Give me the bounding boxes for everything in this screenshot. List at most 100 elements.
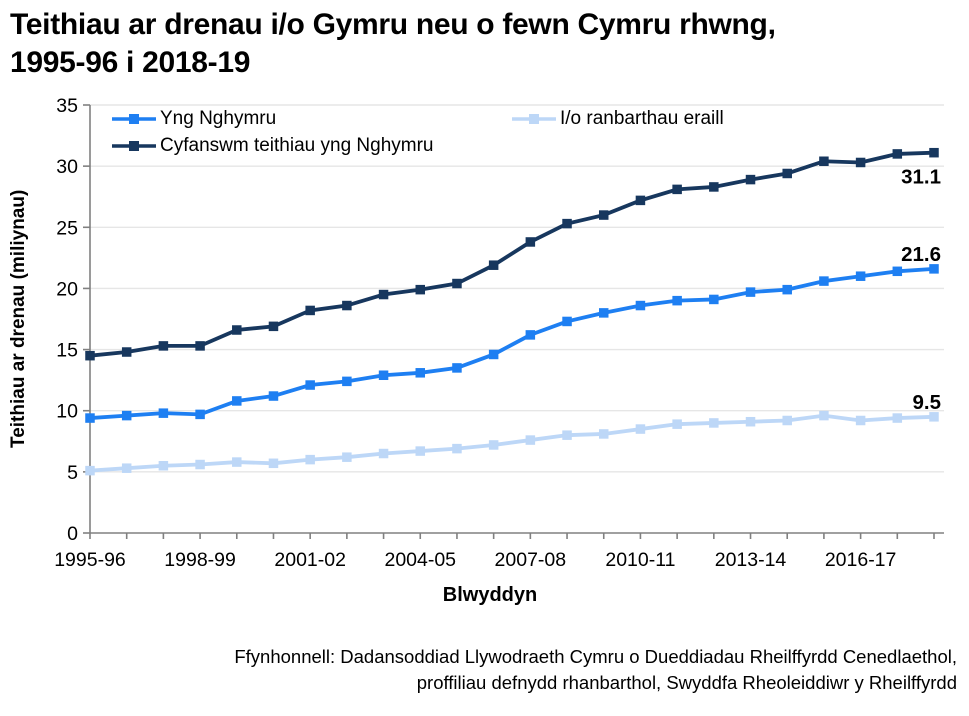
chart-title-line1: Teithiau ar drenau i/o Gymru neu o fewn …: [10, 8, 776, 41]
data-point-marker: [562, 218, 572, 229]
data-point-marker: [709, 182, 719, 192]
data-point-marker: [598, 210, 609, 220]
data-point-marker: [525, 237, 536, 247]
data-point-marker: [929, 147, 939, 158]
series-line-2: [89, 150, 935, 358]
end-value-label-2: 31.1: [901, 166, 941, 189]
data-point-marker: [672, 295, 682, 306]
data-point-marker: [342, 376, 352, 387]
data-point-marker: [525, 435, 536, 445]
data-point-marker: [635, 195, 646, 206]
data-point-marker: [598, 429, 609, 439]
legend-label: Yng Nghymru: [160, 108, 277, 129]
data-point-marker: [378, 289, 389, 300]
data-point-marker: [745, 174, 756, 185]
data-point-marker: [819, 276, 829, 286]
data-point-marker: [85, 413, 95, 423]
legend-item-yng-nghymru: Yng Nghymru: [112, 107, 276, 131]
data-point-marker: [232, 325, 242, 335]
x-tick-label: 2016-17: [825, 549, 897, 571]
data-point-marker: [85, 465, 95, 476]
data-point-marker: [268, 458, 279, 469]
legend-label: I/o ranbarthau eraill: [560, 108, 724, 129]
data-point-marker: [378, 448, 389, 459]
data-point-marker: [195, 409, 205, 420]
data-point-marker: [121, 463, 132, 473]
data-point-marker: [158, 460, 169, 471]
line-square-marker-icon: [112, 141, 156, 151]
legend-label: Cyfanswm teithiau yng Nghymru: [160, 135, 434, 156]
x-axis-title: Blwyddyn: [442, 584, 538, 606]
data-point-marker: [452, 443, 462, 454]
y-tick-label: 15: [56, 340, 78, 362]
source-note: Ffynhonnell: Dadansoddiad Llywodraeth Cy…: [37, 644, 957, 696]
data-point-marker: [635, 300, 646, 311]
data-point-marker: [892, 413, 903, 423]
data-point-marker: [415, 368, 426, 378]
line-square-marker-icon: [512, 114, 556, 124]
end-value-label-0: 21.6: [901, 243, 941, 266]
chart-title-line2: 1995-96 i 2018-19: [10, 46, 251, 79]
source-note-line2: proffiliau defnydd rhanbarthol, Swyddfa …: [416, 672, 957, 693]
data-point-marker: [342, 300, 352, 311]
data-point-marker: [598, 308, 609, 318]
data-point-marker: [709, 294, 719, 305]
x-tick-label: 2004-05: [384, 549, 456, 571]
data-point-marker: [158, 408, 169, 418]
x-tick-label: 1998-99: [164, 549, 236, 571]
data-point-marker: [232, 396, 242, 406]
data-point-marker: [672, 419, 682, 429]
plot-svg: 0 5 10 15 20 25 30 35 1995-96 1998-99 2001-02 2004-…: [54, 95, 944, 571]
data-point-marker: [488, 440, 499, 450]
chart-title: Teithiau ar drenau i/o Gymru neu o fewn …: [10, 6, 776, 82]
data-point-marker: [488, 349, 499, 360]
data-point-marker: [415, 284, 426, 295]
data-point-marker: [892, 266, 903, 277]
data-point-marker: [819, 410, 829, 421]
data-point-marker: [855, 271, 866, 281]
x-tick-label: 1995-96: [54, 549, 126, 571]
data-point-marker: [855, 415, 866, 426]
data-point-marker: [892, 149, 903, 159]
data-point-marker: [562, 316, 572, 327]
data-point-marker: [452, 363, 462, 373]
data-point-marker: [268, 321, 279, 332]
data-point-marker: [158, 341, 169, 351]
y-tick-label: 35: [56, 95, 78, 117]
data-point-marker: [378, 370, 389, 381]
x-tick-label: 2013-14: [715, 549, 787, 571]
y-tick-label: 30: [56, 156, 78, 178]
series-line-0: [89, 266, 935, 420]
data-point-marker: [782, 168, 792, 179]
data-point-marker: [635, 424, 646, 434]
data-point-marker: [745, 287, 756, 297]
data-point-marker: [305, 454, 315, 465]
data-point-marker: [415, 446, 426, 456]
data-point-marker: [121, 410, 132, 421]
end-value-label-1: 9.5: [913, 391, 942, 414]
data-point-marker: [782, 415, 792, 426]
data-point-marker: [121, 347, 132, 357]
data-point-marker: [195, 341, 205, 351]
data-point-marker: [85, 350, 95, 361]
data-point-marker: [305, 380, 315, 390]
data-point-marker: [709, 418, 719, 428]
y-tick-label: 20: [56, 278, 78, 300]
data-point-marker: [342, 452, 352, 462]
data-point-marker: [488, 260, 499, 270]
source-note-line1: Ffynhonnell: Dadansoddiad Llywodraeth Cy…: [234, 646, 957, 667]
y-tick-label: 5: [67, 462, 78, 484]
x-tick-label: 2010-11: [605, 549, 675, 571]
data-point-marker: [855, 157, 866, 168]
data-point-marker: [819, 156, 829, 167]
x-tick-label: 2001-02: [274, 549, 346, 571]
data-point-marker: [195, 459, 205, 470]
data-point-marker: [929, 264, 939, 274]
legend-item-cyfanswm: Cyfanswm teithiau yng Nghymru: [112, 134, 434, 158]
data-point-marker: [782, 284, 792, 295]
data-point-marker: [745, 416, 756, 427]
legend-item-io-ranbarthau-eraill: I/o ranbarthau eraill: [512, 107, 724, 131]
data-point-marker: [672, 184, 682, 195]
x-tick-label: 2007-08: [495, 549, 567, 571]
